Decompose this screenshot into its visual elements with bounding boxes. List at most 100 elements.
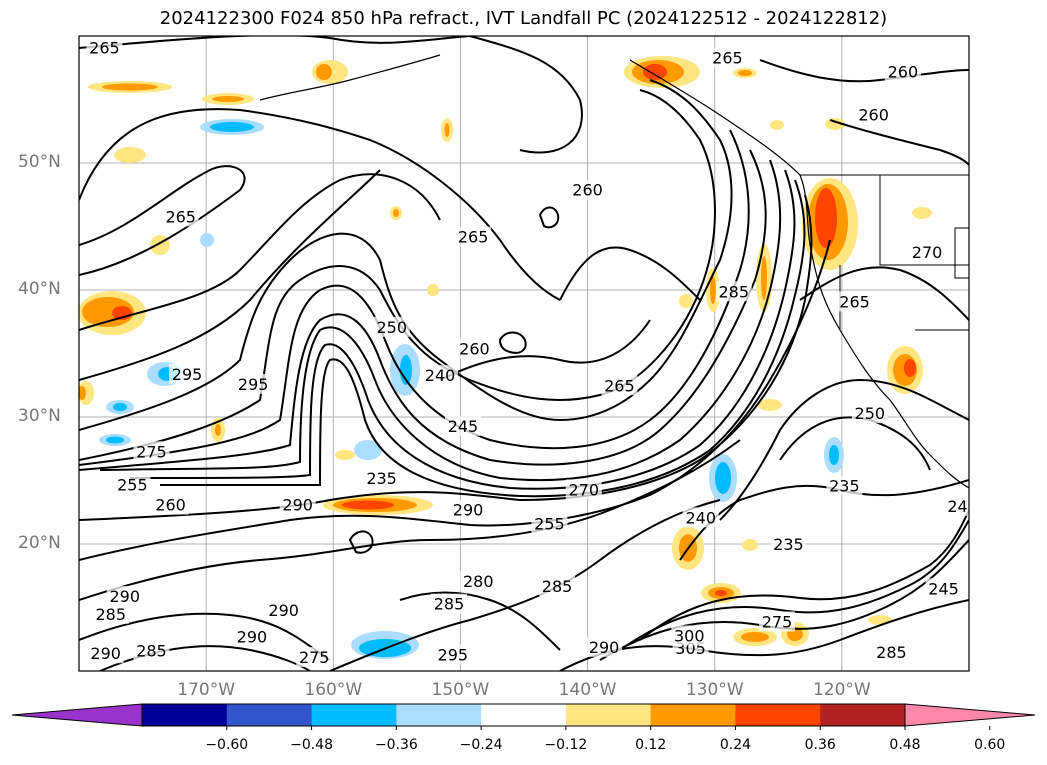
- contour-label: 240: [425, 366, 456, 385]
- contour-label-bg: [826, 475, 863, 496]
- contour-line: [329, 499, 721, 671]
- contour-line: [79, 165, 246, 276]
- contour-label: 280: [463, 572, 494, 591]
- contour-label: 265: [89, 38, 120, 57]
- colorbar-tick-label: −0.12: [544, 737, 588, 753]
- shade-patch: [113, 403, 127, 411]
- colorbar-segment: [481, 704, 567, 726]
- shade-patch: [710, 276, 716, 304]
- contour-label: 255: [117, 475, 148, 494]
- contour-label-bg: [450, 499, 487, 520]
- lat-tick-label: 30°N: [18, 406, 61, 426]
- colorbar-tick-label: −0.60: [205, 737, 249, 753]
- shade-patch: [738, 70, 752, 76]
- contour-label-bg: [235, 373, 272, 394]
- colorbar-segment: [311, 704, 397, 726]
- shade-patch: [316, 64, 332, 80]
- shade-patch: [210, 122, 254, 132]
- contour-label: 245: [928, 579, 959, 598]
- lat-tick-label: 20°N: [18, 533, 61, 553]
- contour-label: 275: [299, 648, 330, 667]
- colorbar-tick-label: 0.24: [719, 737, 752, 753]
- coastline: [259, 54, 969, 489]
- contour-label-bg: [434, 644, 471, 665]
- contour-label: 285: [876, 643, 907, 662]
- shade-patch: [643, 64, 667, 80]
- colorbar-segment: [820, 704, 906, 726]
- contour-line: [129, 169, 796, 490]
- colorbar: [11, 703, 1036, 730]
- contour-label-bg: [363, 467, 400, 488]
- contour-label-bg: [709, 47, 746, 68]
- shade-patch: [393, 209, 399, 217]
- contour-line: [79, 173, 441, 331]
- contour-label-bg: [422, 365, 459, 386]
- colorbar-frame: [141, 703, 906, 727]
- figure-title: 2024122300 F024 850 hPa refract., IVT La…: [159, 8, 888, 29]
- shade-patch: [106, 436, 124, 444]
- contour-label-bg: [152, 494, 189, 515]
- contour-label-bg: [909, 241, 946, 262]
- colorbar-segment: [226, 704, 313, 726]
- contour-line: [619, 519, 969, 651]
- lon-tick-label: 160°W: [304, 680, 363, 700]
- contour-label-bg: [531, 513, 568, 534]
- coastline-alaska-panhandle: [629, 59, 801, 176]
- contour-label-bg: [873, 641, 910, 662]
- shade-patch: [342, 500, 394, 510]
- contour-label: 260: [888, 63, 919, 82]
- colorbar-tick-label: 0.36: [804, 737, 836, 753]
- lon-tick-label: 130°W: [685, 680, 744, 700]
- contour-label: 265: [165, 207, 196, 226]
- contour-label: 265: [712, 49, 743, 68]
- contour-label-bg: [671, 625, 708, 646]
- contour-line: [160, 179, 806, 498]
- contour-label-bg: [455, 226, 492, 247]
- contour-line: [79, 439, 741, 601]
- contour-label: 270: [568, 480, 599, 499]
- contour-line: [79, 169, 381, 381]
- contour-label: 290: [282, 496, 313, 515]
- lon-tick-label: 120°W: [812, 680, 871, 700]
- contour-label-bg: [565, 479, 602, 500]
- colorbar-segment: [142, 704, 228, 726]
- contour-line: [538, 206, 560, 229]
- contour-label: 235: [773, 535, 804, 554]
- shade-patch: [679, 294, 693, 308]
- contour-label: 265: [458, 228, 489, 247]
- contour-label: 290: [453, 501, 484, 520]
- contour-label: 245: [448, 417, 479, 436]
- colorbar-tick-label: 0.12: [635, 737, 667, 753]
- contour-label-bg: [86, 37, 123, 58]
- contour-line: [79, 89, 716, 461]
- contour-line: [759, 59, 969, 83]
- colorbar-tick-label: −0.48: [290, 737, 333, 753]
- contour-label-bg: [586, 636, 623, 657]
- contour-label-bg: [601, 375, 638, 396]
- shade-patch: [444, 123, 450, 137]
- contour-label: 285: [136, 642, 167, 661]
- shade-patch: [912, 207, 932, 219]
- contour-label-bg: [715, 281, 752, 302]
- contour-line: [439, 319, 651, 381]
- contour-line: [639, 509, 969, 641]
- lon-tick-label: 140°W: [558, 680, 617, 700]
- contour-label-bg: [133, 441, 170, 462]
- contour-label-bg: [770, 534, 807, 554]
- shade-patch: [212, 96, 244, 102]
- shade-patch: [741, 632, 769, 642]
- contour-label: 260: [459, 339, 490, 358]
- shade-patch: [400, 355, 412, 385]
- contour-label: 295: [238, 375, 269, 394]
- shade-patch: [335, 450, 355, 460]
- coastline-bc: [799, 174, 891, 401]
- contour-label-bg: [162, 206, 199, 227]
- contour-label-bg: [569, 179, 606, 200]
- contour-label: 260: [155, 496, 186, 515]
- contour-label: 290: [589, 638, 620, 657]
- contour-label: 295: [172, 365, 203, 384]
- contour-line: [719, 378, 969, 521]
- shade-patch: [79, 386, 86, 400]
- contour-label-bg: [87, 643, 124, 664]
